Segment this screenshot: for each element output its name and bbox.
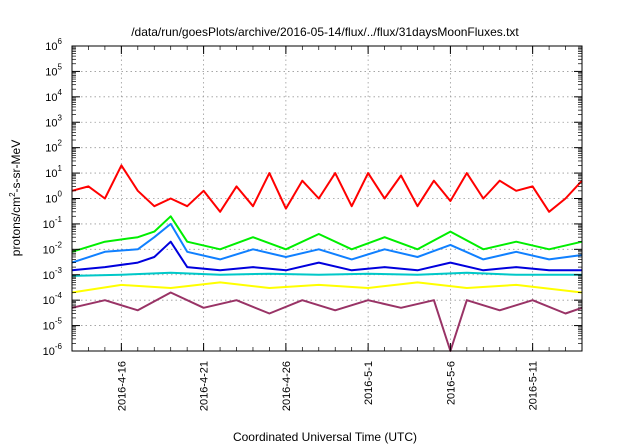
y-tick-labels: 10-6 10-5 10-4 10-3 10-2 10-1 100 101 102 103 104 1…	[43, 37, 63, 358]
y-axis-label: protons/cm2-s-sr-MeV	[8, 140, 23, 256]
chart-title: /data/run/goesPlots/archive/2016-05-14/f…	[131, 25, 519, 39]
x-tick-label: 2016-4-21	[199, 361, 211, 411]
y-tick-label: 100	[45, 190, 62, 206]
y-tick-label: 106	[45, 37, 62, 53]
x-tick-label: 2016-4-26	[281, 361, 293, 411]
y-tick-label: 103	[45, 113, 62, 129]
x-tick-labels: 2016-4-16 2016-4-21 2016-4-26 2016-5-1 2016-…	[116, 361, 539, 411]
series-group	[71, 164, 583, 352]
x-tick-label: 2016-4-16	[116, 361, 128, 411]
series-line-1	[71, 164, 583, 213]
series-line-5	[71, 271, 582, 277]
y-tick-label: 101	[45, 164, 62, 180]
x-tick-label: 2016-5-11	[528, 361, 540, 410]
y-tick-label: 10-1	[43, 215, 63, 231]
y-tick-label: 10-2	[43, 240, 63, 256]
series-line-2	[71, 215, 583, 253]
y-tick-label: 10-5	[43, 317, 63, 333]
y-tick-label: 10-3	[43, 266, 63, 282]
series-line-7	[71, 291, 583, 352]
x-tick-label: 2016-5-6	[445, 361, 457, 405]
y-tick-label: 105	[45, 62, 62, 78]
series-line-4	[71, 240, 582, 272]
y-tick-label: 104	[45, 88, 62, 104]
y-tick-label: 10-6	[43, 342, 63, 358]
y-tick-label: 102	[45, 139, 62, 155]
ticks	[71, 45, 583, 352]
x-tick-label: 2016-5-1	[363, 361, 375, 405]
series-line-3	[71, 222, 583, 264]
y-tick-label: 10-4	[43, 291, 63, 307]
series-line-6	[71, 281, 583, 294]
grid	[72, 46, 582, 351]
x-axis-label: Coordinated Universal Time (UTC)	[233, 430, 417, 444]
